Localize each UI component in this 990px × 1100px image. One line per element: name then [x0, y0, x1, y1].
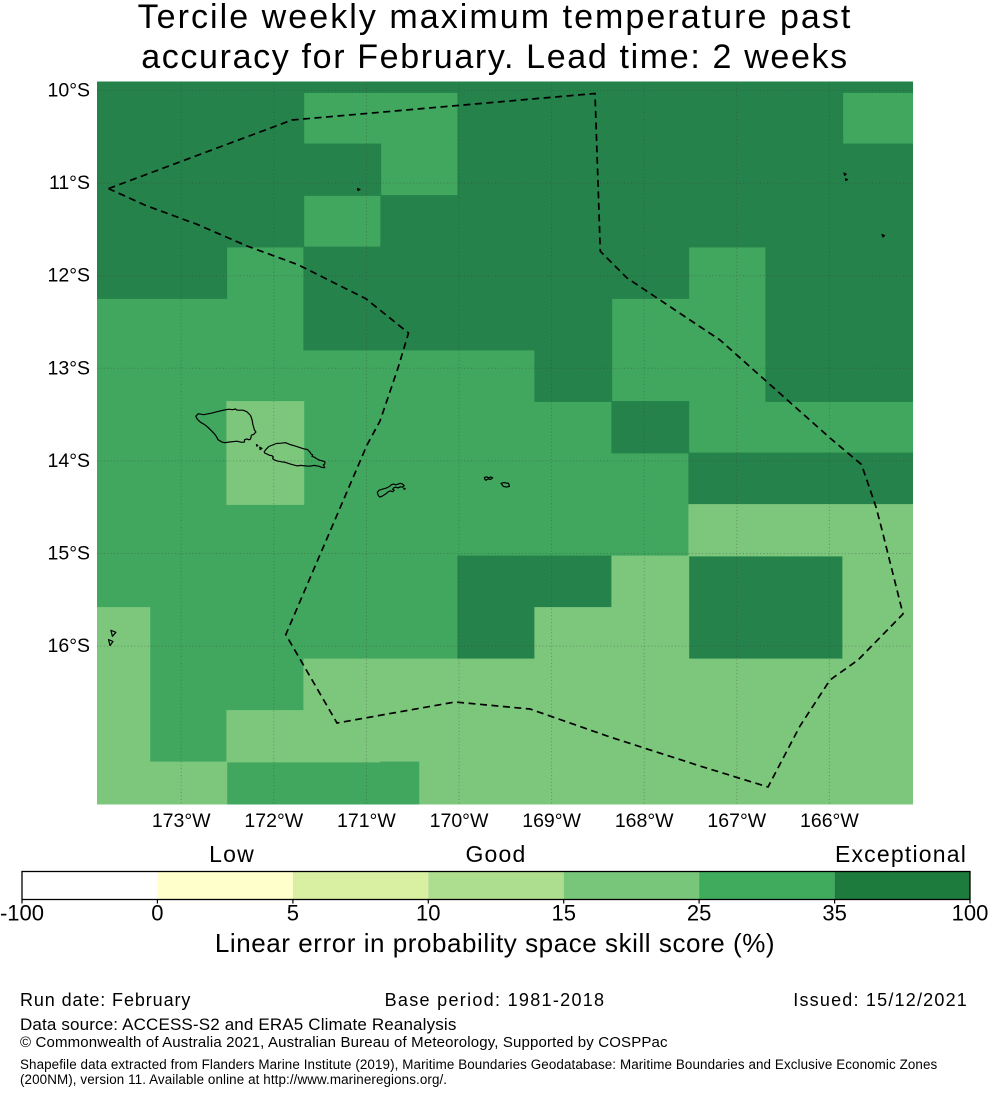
- svg-text:14°S: 14°S: [48, 450, 91, 472]
- svg-text:172°W: 172°W: [244, 810, 303, 832]
- svg-text:15: 15: [551, 901, 575, 926]
- svg-text:173°W: 173°W: [152, 810, 211, 832]
- svg-text:167°W: 167°W: [707, 810, 766, 832]
- svg-text:Shapefile data extracted from: Shapefile data extracted from Flanders M…: [20, 1057, 938, 1072]
- svg-text:Good: Good: [465, 841, 526, 867]
- svg-text:12°S: 12°S: [48, 265, 91, 287]
- svg-text:170°W: 170°W: [430, 810, 489, 832]
- svg-text:Issued: 15/12/2021: Issued: 15/12/2021: [793, 990, 968, 1010]
- svg-text:168°W: 168°W: [615, 810, 674, 832]
- svg-text:169°W: 169°W: [522, 810, 581, 832]
- svg-text:Linear error in probability sp: Linear error in probability space skill …: [215, 928, 775, 958]
- svg-text:15°S: 15°S: [48, 543, 91, 565]
- svg-text:166°W: 166°W: [800, 810, 859, 832]
- svg-text:Low: Low: [209, 841, 255, 867]
- svg-text:10°S: 10°S: [48, 80, 91, 102]
- svg-text:Tercile weekly maximum tempera: Tercile weekly maximum temperature past: [138, 0, 853, 36]
- svg-text:25: 25: [687, 901, 711, 926]
- svg-text:5: 5: [287, 901, 299, 926]
- svg-text:Base period: 1981-2018: Base period: 1981-2018: [385, 990, 606, 1010]
- svg-text:11°S: 11°S: [49, 172, 90, 194]
- svg-text:-100: -100: [0, 901, 44, 926]
- svg-text:Exceptional: Exceptional: [835, 841, 967, 867]
- svg-text:171°W: 171°W: [337, 810, 396, 832]
- svg-text:0: 0: [151, 901, 163, 926]
- svg-text:13°S: 13°S: [48, 357, 91, 379]
- svg-text:100: 100: [952, 901, 989, 926]
- svg-text:accuracy for February. Lead ti: accuracy for February. Lead time: 2 week…: [141, 38, 849, 76]
- svg-text:© Commonwealth of Australia 20: © Commonwealth of Australia 2021, Austra…: [20, 1034, 668, 1051]
- svg-text:16°S: 16°S: [48, 635, 91, 657]
- svg-text:(200NM), version 11. Available: (200NM), version 11. Available online at…: [20, 1072, 447, 1087]
- svg-text:10: 10: [416, 901, 440, 926]
- svg-text:35: 35: [822, 901, 846, 926]
- svg-text:Run date: February: Run date: February: [20, 990, 191, 1010]
- svg-text:Data source: ACCESS-S2 and ERA: Data source: ACCESS-S2 and ERA5 Climate …: [20, 1015, 456, 1034]
